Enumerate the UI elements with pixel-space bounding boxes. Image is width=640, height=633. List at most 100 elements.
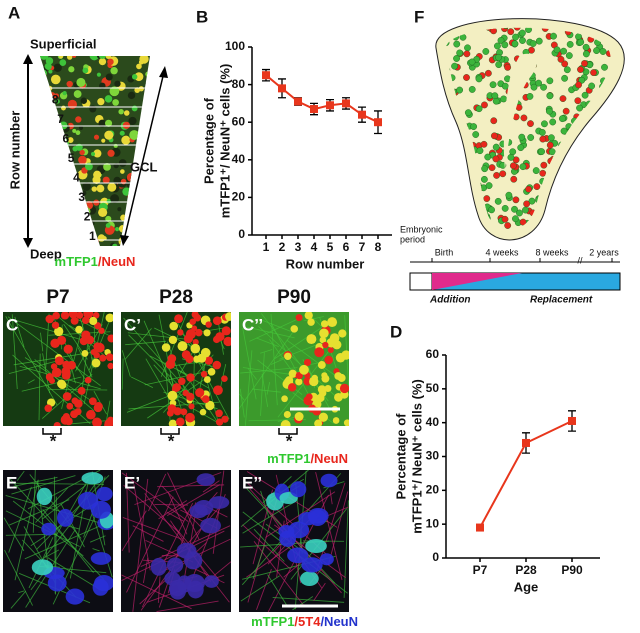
cell (582, 173, 589, 181)
cell (511, 205, 518, 213)
cell (110, 194, 120, 204)
cell (468, 86, 476, 93)
neuron (221, 326, 231, 336)
cell (584, 161, 592, 169)
neuron (177, 341, 188, 352)
cell (53, 63, 62, 72)
process (157, 576, 161, 603)
dendrite (40, 332, 44, 352)
cell (585, 196, 593, 204)
process (44, 549, 60, 558)
neuron (86, 409, 96, 420)
cell (525, 27, 532, 33)
cell (140, 208, 145, 213)
cell (606, 111, 611, 119)
soma (166, 557, 184, 573)
neuron (199, 408, 207, 416)
cell (117, 207, 122, 212)
cell (66, 80, 73, 88)
cell (451, 239, 457, 245)
cell (603, 103, 610, 110)
cell (99, 82, 106, 90)
neuron (295, 314, 303, 322)
axis-label: Row number (7, 111, 22, 190)
dendrite (239, 329, 295, 409)
dendrite (5, 316, 58, 406)
cell (559, 115, 566, 123)
cell (518, 133, 526, 141)
cell (492, 155, 500, 163)
cell (139, 228, 148, 237)
neuron (317, 385, 326, 394)
cell (40, 236, 44, 245)
cell (68, 234, 76, 242)
cell (40, 142, 46, 151)
cell (581, 171, 589, 179)
cell (92, 175, 101, 184)
dendrite (270, 314, 278, 406)
cell (144, 90, 150, 95)
dendrite (242, 367, 292, 375)
cell (144, 189, 150, 198)
cell (599, 168, 607, 176)
process (9, 499, 70, 526)
cell (120, 169, 125, 174)
soma (287, 547, 309, 564)
neuron (287, 383, 297, 392)
soma (187, 580, 204, 599)
panel-letter: C’’ (242, 315, 263, 334)
process (126, 496, 174, 593)
cell (598, 197, 606, 205)
cell (68, 242, 79, 246)
neuron (212, 360, 222, 370)
cell (606, 173, 611, 181)
cell (59, 172, 68, 180)
cell (62, 91, 67, 96)
cell (133, 210, 140, 217)
dendrite (121, 358, 124, 390)
cell (134, 214, 145, 225)
process (11, 475, 76, 495)
panel-letter: E (6, 473, 17, 492)
cell (613, 129, 619, 135)
process (9, 482, 105, 485)
cell (135, 218, 143, 225)
neuron (107, 334, 113, 343)
cell (55, 209, 64, 218)
cell (470, 123, 478, 130)
neuron (81, 349, 89, 357)
neuron (52, 312, 60, 320)
cell (606, 183, 611, 191)
cell (452, 145, 459, 153)
cell (96, 72, 102, 77)
neuron (161, 343, 171, 352)
cell (513, 27, 521, 31)
neuron (307, 318, 315, 326)
cell (616, 176, 622, 182)
cell (46, 230, 54, 238)
cell (512, 196, 520, 204)
cell (489, 81, 497, 89)
dendrite (11, 314, 18, 389)
dendrite (270, 358, 284, 365)
cell (495, 61, 503, 69)
neuron (338, 329, 347, 338)
cell (469, 231, 475, 237)
cell (58, 177, 65, 184)
process (47, 557, 102, 591)
cell (599, 48, 607, 55)
cell (523, 200, 531, 208)
neuron (178, 377, 186, 386)
cell (51, 151, 60, 160)
process (313, 582, 326, 601)
neuron (201, 395, 210, 403)
timeline-label: 2 years (589, 247, 619, 257)
cell (607, 197, 611, 205)
cell (67, 99, 78, 110)
process (14, 479, 39, 581)
cell (541, 120, 548, 128)
cell (494, 42, 501, 50)
cell (467, 205, 475, 212)
cell (482, 237, 488, 243)
cell (477, 231, 483, 237)
